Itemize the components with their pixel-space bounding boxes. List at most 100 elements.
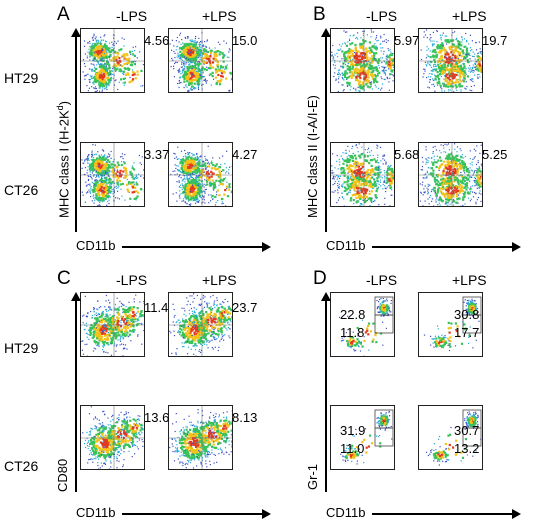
event-dot: [375, 45, 377, 47]
event-dot: [199, 82, 201, 85]
event-dot: [191, 152, 193, 155]
event-dot: [476, 187, 478, 189]
event-dot: [460, 68, 463, 71]
event-dot: [175, 40, 177, 42]
event-dot: [451, 170, 455, 174]
event-dot: [474, 67, 477, 69]
event-dot: [352, 55, 356, 58]
event-dot: [477, 196, 479, 199]
event-dot: [334, 167, 336, 169]
event-dot: [454, 156, 457, 159]
event-dot: [83, 40, 86, 42]
event-dot: [209, 184, 212, 187]
event-dot: [183, 44, 186, 47]
event-dot: [104, 185, 107, 188]
event-dot: [89, 56, 91, 58]
event-dot: [471, 164, 473, 166]
event-dot: [170, 66, 172, 68]
event-dot: [475, 42, 477, 44]
event-dot: [344, 189, 347, 192]
event-dot: [376, 47, 378, 49]
event-dot: [199, 175, 201, 177]
event-dot: [143, 191, 144, 193]
event-dot: [93, 87, 95, 89]
event-dot: [89, 175, 91, 178]
event-dot: [89, 165, 92, 168]
event-dot: [177, 70, 179, 72]
event-dot: [374, 43, 376, 45]
event-dot: [211, 179, 214, 182]
event-dot: [111, 189, 113, 191]
event-dot: [336, 154, 338, 157]
event-dot: [353, 34, 355, 36]
event-dot: [344, 59, 346, 62]
event-dot: [377, 58, 380, 61]
event-dot: [84, 174, 86, 176]
event-dot: [190, 169, 193, 172]
event-dot: [421, 156, 423, 159]
event-dot: [125, 172, 128, 175]
event-dot: [188, 162, 191, 165]
event-dot: [362, 199, 364, 201]
event-dot: [102, 197, 105, 200]
event-dot: [200, 71, 202, 73]
event-dot: [184, 202, 186, 204]
event-dot: [184, 186, 187, 189]
event-dot: [365, 53, 368, 56]
event-dot: [358, 172, 361, 176]
event-dot: [449, 89, 451, 91]
event-dot: [349, 49, 352, 53]
event-dot: [185, 61, 187, 63]
event-dot: [444, 143, 446, 145]
event-dot: [357, 71, 360, 74]
event-dot: [180, 171, 182, 173]
event-dot: [191, 49, 193, 51]
event-dot: [351, 194, 354, 197]
event-dot: [100, 186, 103, 189]
event-dot: [349, 155, 352, 159]
event-dot: [344, 73, 347, 76]
event-dot: [349, 60, 352, 63]
event-dot: [479, 152, 481, 154]
event-dot: [198, 84, 201, 86]
event-dot: [462, 63, 464, 65]
event-dot: [198, 61, 201, 63]
event-dot: [136, 195, 139, 198]
event-dot: [368, 173, 371, 176]
event-dot: [178, 195, 181, 197]
event-dot: [462, 161, 465, 164]
event-dot: [194, 158, 197, 161]
event-dot: [349, 185, 352, 188]
event-dot: [353, 176, 356, 179]
event-dot: [440, 198, 442, 200]
event-dot: [437, 187, 440, 190]
event-dot: [337, 73, 339, 75]
event-dot: [458, 55, 460, 57]
event-dot: [349, 158, 352, 161]
event-dot: [102, 195, 105, 198]
event-dot: [365, 83, 368, 86]
event-dot: [97, 162, 101, 166]
event-dot: [362, 30, 364, 33]
event-dot: [465, 166, 468, 169]
event-dot: [210, 84, 212, 86]
event-dot: [90, 45, 93, 48]
event-dot: [420, 169, 422, 171]
event-dot: [104, 165, 107, 168]
event-dot: [457, 70, 460, 73]
event-dot: [361, 182, 364, 185]
event-dot: [343, 30, 345, 32]
event-dot: [370, 164, 373, 167]
event-dot: [439, 150, 441, 152]
event-dot: [189, 160, 192, 163]
event-dot: [390, 57, 393, 61]
event-dot: [187, 193, 190, 196]
event-dot: [369, 197, 372, 200]
event-dot: [98, 204, 100, 206]
event-dot: [187, 37, 189, 39]
event-dot: [91, 54, 94, 57]
event-dot: [384, 159, 386, 161]
event-dot: [109, 178, 112, 181]
event-dot: [94, 87, 96, 89]
event-dot: [469, 47, 472, 49]
